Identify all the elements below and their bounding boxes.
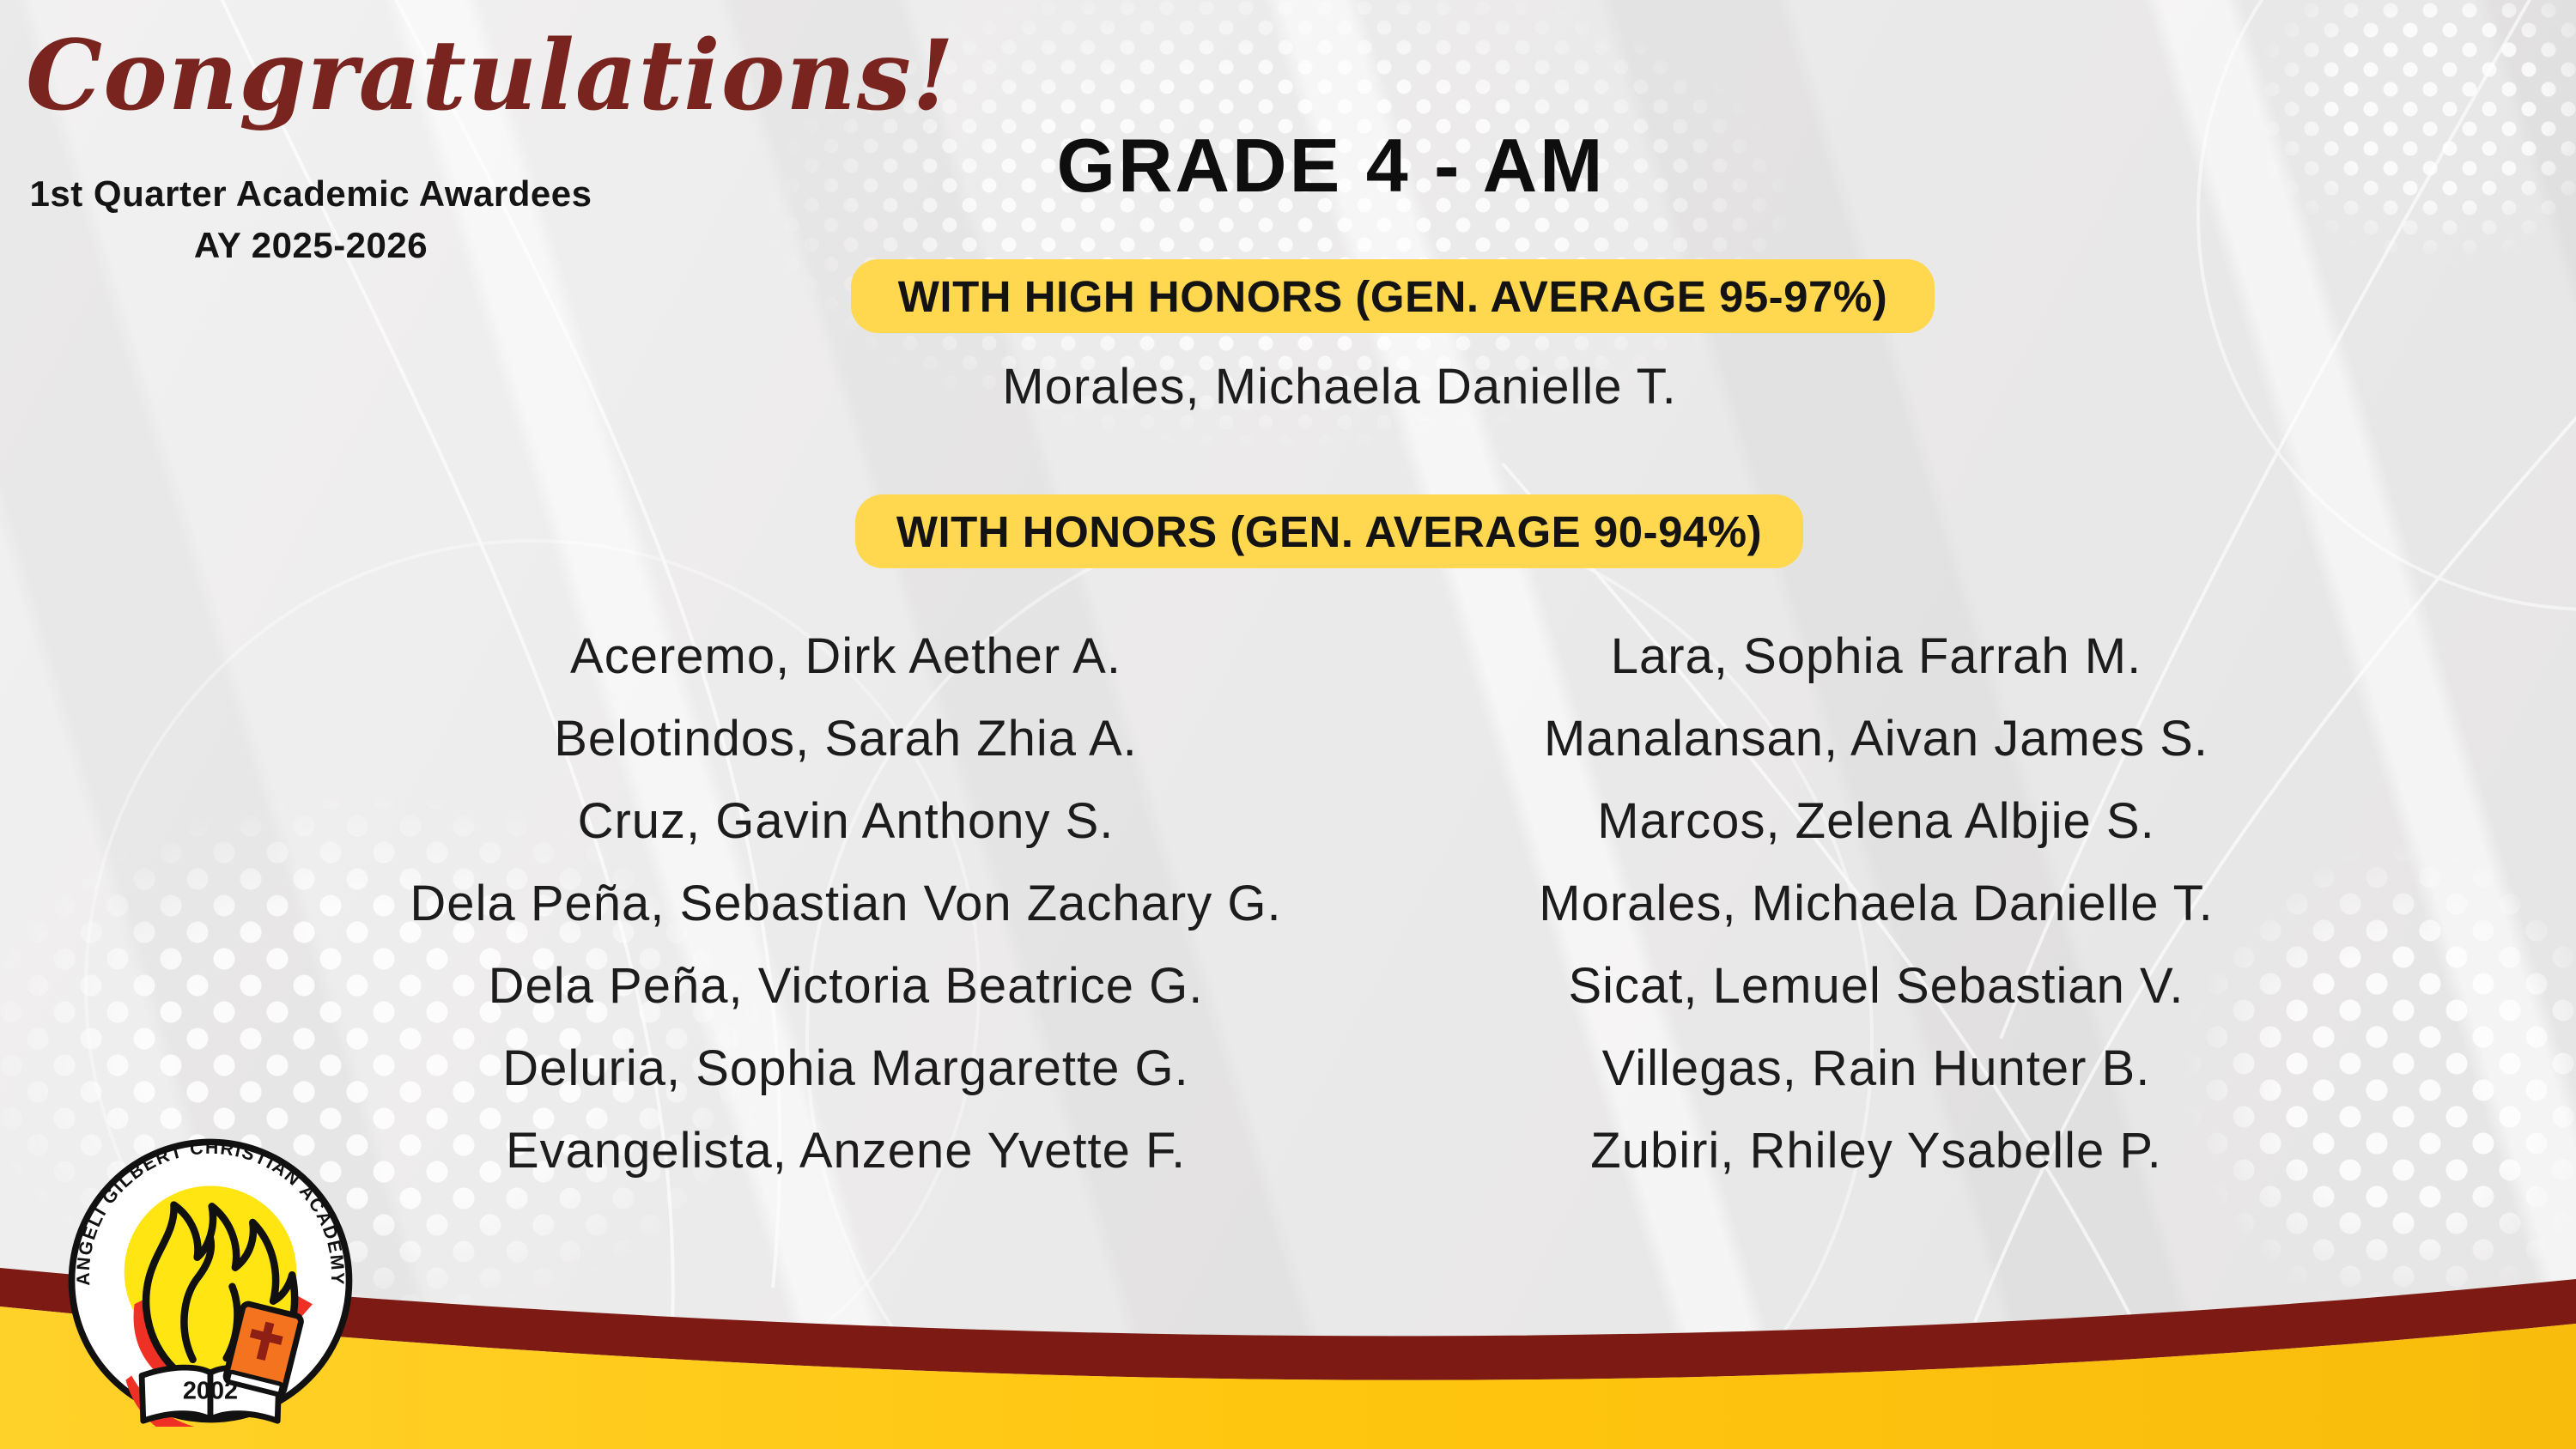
honors-names-left-column: Aceremo, Dirk Aether A. Belotindos, Sara… <box>283 615 1408 1191</box>
awardee-name: Morales, Michaela Danielle T. <box>1539 875 2214 931</box>
high-honors-awardee: Morales, Michaela Danielle T. <box>1002 358 1677 415</box>
grade-section-title: GRADE 4 - AM <box>1056 123 1606 208</box>
logo-founding-year: 2002 <box>183 1378 238 1405</box>
poster-subtitle: 1st Quarter Academic Awardees AY 2025-20… <box>17 168 605 271</box>
halftone-dots-top <box>713 0 1846 515</box>
halftone-dots-top-right <box>2233 0 2576 309</box>
honors-names-right-column: Lara, Sophia Farrah M. Manalansan, Aivan… <box>1314 615 2439 1191</box>
logo-cross-horizontal <box>249 1328 283 1345</box>
subtitle-line-2: AY 2025-2026 <box>193 225 428 265</box>
awardee-name: Dela Peña, Victoria Beatrice G. <box>488 957 1204 1014</box>
logo-bible-pages <box>226 1369 284 1397</box>
awardee-name: Aceremo, Dirk Aether A. <box>570 627 1121 684</box>
subtitle-line-1: 1st Quarter Academic Awardees <box>29 173 592 214</box>
congratulations-title: Congratulations! <box>26 20 956 132</box>
logo-flame-detail <box>180 1234 216 1364</box>
awardee-name: Evangelista, Anzene Yvette F. <box>505 1122 1187 1179</box>
high-honors-badge: WITH HIGH HONORS (GEN. AVERAGE 95-97%) <box>851 259 1935 333</box>
school-logo: ANGELI GILBERT CHRISTIAN ACADEMY 2002 <box>68 1137 353 1427</box>
maroon-band <box>0 1268 2576 1380</box>
awardee-name: Sicat, Lemuel Sebastian V. <box>1568 957 2184 1014</box>
awardee-name: Marcos, Zelena Albjie S. <box>1597 792 2155 849</box>
awardee-name: Deluria, Sophia Margarette G. <box>502 1040 1189 1096</box>
awardee-name: Dela Peña, Sebastian Von Zachary G. <box>410 875 1282 931</box>
gold-band <box>0 1307 2576 1449</box>
logo-bible <box>222 1300 304 1397</box>
awardee-name: Belotindos, Sarah Zhia A. <box>554 710 1138 767</box>
awardee-name: Manalansan, Aivan James S. <box>1544 710 2208 767</box>
awardee-name: Lara, Sophia Farrah M. <box>1610 627 2142 684</box>
awardee-name: Cruz, Gavin Anthony S. <box>577 792 1115 849</box>
awardee-name: Zubiri, Rhiley Ysabelle P. <box>1590 1122 2162 1179</box>
honors-badge: WITH HONORS (GEN. AVERAGE 90-94%) <box>855 494 1803 568</box>
awardee-name: Villegas, Rain Hunter B. <box>1601 1040 2151 1096</box>
